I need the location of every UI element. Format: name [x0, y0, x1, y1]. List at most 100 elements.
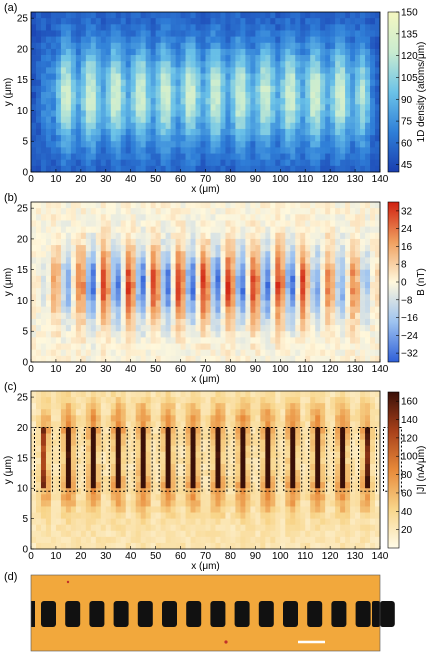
heatmap-cell [70, 251, 77, 258]
heatmap-cell [250, 110, 256, 117]
heatmap-cell [65, 275, 72, 283]
heatmap-cell [50, 288, 57, 295]
heatmap-cell [220, 238, 226, 246]
heatmap-cell [300, 251, 306, 258]
heatmap-cell [75, 476, 82, 483]
heatmap-cell [170, 220, 176, 227]
heatmap-cell [270, 349, 276, 357]
heatmap-cell [175, 318, 181, 326]
heatmap-cell [265, 55, 271, 62]
heatmap-cell [70, 73, 77, 81]
heatmap-cell [40, 403, 47, 410]
heatmap-cell [160, 288, 166, 295]
heatmap-cell [150, 282, 156, 289]
heatmap-cell [35, 263, 42, 271]
heatmap-cell [255, 67, 261, 74]
heatmap-cell [145, 275, 152, 283]
heatmap-cell [275, 263, 281, 271]
heatmap-cell [300, 397, 306, 404]
heatmap-cell [345, 116, 351, 124]
heatmap-cell [205, 30, 211, 37]
heatmap-cell [275, 391, 281, 398]
heatmap-cell [215, 36, 221, 44]
heatmap-cell [140, 18, 147, 25]
heatmap-cell [170, 202, 176, 209]
heatmap-cell [225, 312, 231, 320]
heatmap-cell [140, 445, 147, 453]
heatmap-cell [245, 433, 251, 440]
heatmap-cell [225, 48, 231, 56]
heatmap-cell [40, 153, 47, 161]
heatmap-cell [310, 92, 316, 99]
heatmap-cell [350, 61, 356, 68]
heatmap-cell [120, 67, 127, 74]
heatmap-cell [315, 116, 321, 124]
y-axis-label: y (μm) [3, 78, 14, 107]
heatmap-cell [330, 55, 336, 62]
heatmap-cell [115, 415, 122, 422]
heatmap-cell [325, 300, 331, 307]
heatmap-cell [120, 409, 127, 416]
heatmap-cell [325, 92, 331, 99]
heatmap-cell [105, 288, 112, 295]
heatmap-cell [300, 445, 306, 453]
heatmap-cell [330, 312, 336, 320]
heatmap-cell [325, 337, 331, 344]
heatmap-cell [95, 73, 102, 81]
heatmap-cell [255, 116, 261, 124]
heatmap-cell [195, 30, 201, 37]
heatmap-cell [230, 318, 236, 326]
heatmap-cell [240, 331, 246, 338]
heatmap-cell [95, 391, 102, 398]
heatmap-cell [235, 488, 241, 495]
heatmap-cell [275, 451, 281, 459]
heatmap-cell [305, 251, 311, 258]
heatmap-cell [290, 451, 296, 459]
heatmap-cell [120, 153, 127, 161]
heatmap-cell [255, 457, 261, 465]
heatmap-cell [85, 141, 92, 148]
heatmap-cell [275, 282, 281, 289]
heatmap-cell [95, 147, 102, 154]
heatmap-cell [230, 263, 236, 271]
heatmap-cell [160, 263, 166, 271]
heatmap-cell [265, 343, 271, 351]
heatmap-cell [325, 24, 331, 31]
heatmap-cell [305, 42, 311, 50]
heatmap-cell [145, 427, 152, 434]
heatmap-cell [160, 306, 166, 314]
y-axis-label: y (μm) [3, 268, 14, 297]
heatmap-cell [210, 18, 216, 25]
heatmap-cell [200, 202, 206, 209]
heatmap-cell [300, 263, 306, 271]
heatmap-cell [175, 42, 181, 50]
heatmap-cell [235, 73, 241, 81]
heatmap-cell [45, 153, 52, 161]
heatmap-cell [50, 238, 57, 246]
heatmap-cell [115, 282, 122, 289]
heatmap-cell [245, 470, 251, 477]
heatmap-cell [135, 165, 142, 173]
heatmap-cell [255, 349, 261, 357]
heatmap-cell [160, 397, 166, 404]
heatmap-cell [160, 98, 166, 105]
heatmap-cell [135, 409, 142, 416]
heatmap-cell [335, 147, 341, 154]
heatmap-cell [40, 439, 47, 447]
heatmap-cell [90, 85, 97, 93]
heatmap-cell [150, 427, 156, 434]
heatmap-cell [215, 294, 221, 301]
heatmap-cell [350, 122, 356, 130]
heatmap-cell [195, 67, 201, 74]
heatmap-cell [310, 245, 316, 252]
heatmap-cell [50, 415, 57, 422]
heatmap-cell [150, 337, 156, 344]
heatmap-cell [280, 73, 286, 81]
heatmap-cell [55, 312, 62, 320]
heatmap-cell [300, 122, 306, 130]
heatmap-cell [115, 12, 122, 19]
heatmap-cell [180, 24, 186, 31]
heatmap-cell [160, 269, 166, 277]
heatmap-cell [70, 476, 77, 483]
heatmap-cell [275, 122, 281, 130]
